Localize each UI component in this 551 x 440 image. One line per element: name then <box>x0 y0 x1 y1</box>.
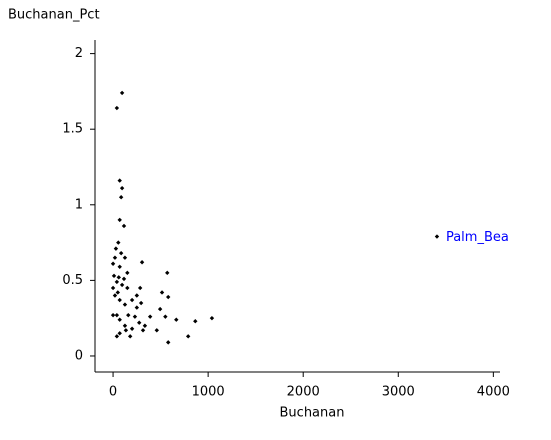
point <box>117 297 122 303</box>
point <box>154 328 159 333</box>
point <box>129 297 135 303</box>
x-tick-label: 4000 <box>477 385 510 400</box>
point <box>119 282 125 288</box>
point <box>117 178 122 183</box>
point <box>110 261 116 266</box>
y-axis-label: Buchanan_Pct <box>8 8 100 23</box>
point <box>114 105 120 111</box>
point <box>209 315 215 321</box>
point <box>132 314 138 319</box>
point <box>116 240 121 245</box>
point <box>163 314 168 319</box>
point <box>137 320 142 325</box>
point <box>117 264 122 269</box>
point <box>123 328 129 333</box>
point <box>111 273 117 279</box>
point <box>119 90 125 96</box>
point <box>112 293 118 298</box>
point <box>166 340 171 345</box>
x-tick-label: 1000 <box>192 385 225 400</box>
point <box>193 319 198 324</box>
annotated-point <box>434 234 440 239</box>
point <box>185 334 191 339</box>
x-tick-label: 2000 <box>287 385 320 400</box>
point <box>121 276 127 282</box>
point <box>125 270 130 276</box>
point <box>117 331 122 336</box>
point <box>114 334 120 339</box>
point <box>114 312 120 318</box>
point <box>117 217 122 223</box>
point <box>110 285 116 291</box>
point <box>174 317 179 322</box>
point <box>134 293 140 298</box>
x-tick-label: 0 <box>109 385 117 400</box>
point <box>127 334 133 339</box>
x-tick-label: 3000 <box>382 385 415 400</box>
point <box>117 317 122 322</box>
point <box>134 305 140 310</box>
y-tick-label: 0.5 <box>62 273 83 288</box>
point <box>139 260 145 265</box>
point <box>125 285 130 291</box>
point <box>138 300 144 306</box>
point <box>137 285 143 291</box>
point <box>140 328 146 333</box>
y-tick-label: 0 <box>75 348 83 363</box>
point <box>159 290 165 295</box>
point <box>147 314 153 319</box>
point <box>110 312 116 318</box>
y-tick-label: 1 <box>75 197 83 212</box>
annotation: Palm_Bea <box>446 230 509 245</box>
point <box>129 326 135 331</box>
point <box>119 185 125 191</box>
point <box>115 290 121 295</box>
point <box>112 255 118 260</box>
y-tick-label: 2 <box>75 46 83 61</box>
point <box>118 250 124 256</box>
point <box>116 275 121 280</box>
point <box>165 270 170 276</box>
point <box>121 223 127 229</box>
point <box>126 312 131 318</box>
point <box>118 195 124 200</box>
point <box>142 323 148 328</box>
point <box>157 306 163 312</box>
point <box>122 255 128 260</box>
y-tick-label: 1.5 <box>62 122 83 137</box>
point <box>166 294 171 300</box>
point <box>122 302 128 307</box>
x-axis-label: Buchanan <box>280 406 345 421</box>
point <box>113 246 119 251</box>
point <box>114 279 120 285</box>
point <box>122 323 128 328</box>
